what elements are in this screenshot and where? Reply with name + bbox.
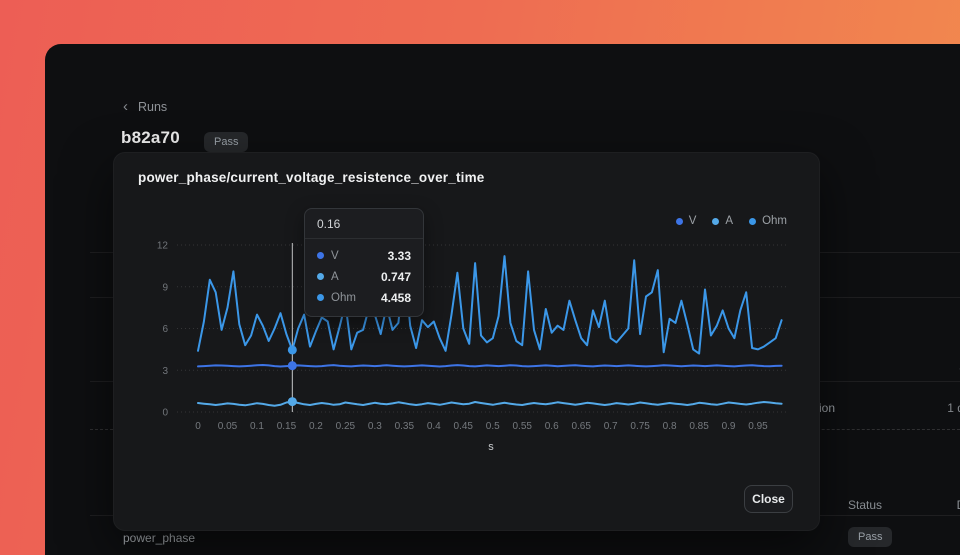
x-tick-label: 0.5 bbox=[486, 421, 500, 432]
duration-cell: 30s bbox=[900, 531, 960, 545]
x-tick-label: 0.35 bbox=[395, 421, 415, 432]
x-tick-label: 0.6 bbox=[545, 421, 559, 432]
legend-item-a[interactable]: A bbox=[712, 215, 733, 227]
legend-item-ohm[interactable]: Ohm bbox=[749, 215, 787, 227]
series-line-a bbox=[197, 400, 783, 407]
status-column-header: Status bbox=[848, 498, 883, 512]
duration-column-header: Duration bbox=[902, 498, 960, 512]
x-tick-label: 0.4 bbox=[427, 421, 441, 432]
x-axis-label: s bbox=[488, 441, 494, 453]
x-tick-label: 0.85 bbox=[689, 421, 709, 432]
tooltip-series-value: 4.458 bbox=[380, 290, 411, 305]
chart-canvas[interactable]: 0 3 6 9 12 0 0.05 0.1 0.15 0.2 0.25 0.3 0.35 0.4 0.45 0… bbox=[144, 213, 804, 458]
x-tick-label: 0 bbox=[195, 421, 201, 432]
tooltip-series-value: 3.33 bbox=[387, 248, 411, 263]
legend-dot-icon bbox=[675, 217, 683, 225]
tooltip-series-label: Ohm bbox=[331, 291, 356, 304]
crosshair-dot-a bbox=[287, 397, 297, 407]
x-tick-label: 0.7 bbox=[604, 421, 618, 432]
app-window: ‹ Runs b82a70 Pass ... Created ion 1 day… bbox=[45, 44, 960, 555]
series-dot-icon bbox=[317, 252, 324, 259]
tooltip-rows: V 3.33 A 0.747 Ohm 4.458 bbox=[305, 239, 423, 316]
y-tick-label: 3 bbox=[162, 366, 168, 377]
status-badge-pass: Pass bbox=[848, 527, 893, 547]
created-column-header: Created bbox=[902, 362, 960, 376]
series-dot-icon bbox=[317, 294, 324, 301]
y-tick-label: 12 bbox=[157, 241, 169, 252]
chevron-left-icon: ‹ bbox=[123, 98, 128, 115]
x-tick-label: 0.15 bbox=[277, 421, 297, 432]
cut-label-fragment: ion bbox=[819, 401, 836, 415]
tooltip-x-value: 0.16 bbox=[305, 209, 423, 239]
chart-legend: V A Ohm bbox=[675, 215, 787, 227]
run-id-title: b82a70 bbox=[121, 128, 180, 147]
breadcrumb-runs[interactable]: ‹ Runs bbox=[123, 98, 168, 115]
tooltip-row: A 0.747 bbox=[317, 266, 411, 287]
y-tick-label: 0 bbox=[162, 408, 168, 419]
chart-area[interactable]: 0 3 6 9 12 0 0.05 0.1 0.15 0.2 0.25 0.3 0.35 0.4 0.45 0… bbox=[144, 213, 804, 458]
series-dot-icon bbox=[317, 273, 324, 280]
legend-item-v[interactable]: V bbox=[675, 215, 697, 227]
series-line-v bbox=[197, 364, 783, 368]
x-tick-label: 0.95 bbox=[748, 421, 768, 432]
legend-dot-icon bbox=[749, 217, 757, 225]
x-tick-label: 0.65 bbox=[571, 421, 591, 432]
y-tick-label: 6 bbox=[162, 324, 168, 335]
crosshair-dot-ohm bbox=[287, 345, 297, 355]
x-tick-label: 0.1 bbox=[250, 421, 264, 432]
x-tick-label: 0.9 bbox=[722, 421, 736, 432]
series-line-ohm bbox=[197, 255, 783, 355]
close-button[interactable]: Close bbox=[744, 485, 793, 513]
x-tick-label: 0.8 bbox=[663, 421, 677, 432]
tooltip-series-label: A bbox=[331, 270, 339, 283]
tooltip-row: Ohm 4.458 bbox=[317, 287, 411, 308]
x-tick-label: 0.45 bbox=[454, 421, 474, 432]
modal-title: power_phase/current_voltage_resistence_o… bbox=[138, 170, 485, 185]
x-tick-label: 0.2 bbox=[309, 421, 323, 432]
chart-tooltip: 0.16 V 3.33 A 0.747 Ohm 4.458 bbox=[304, 208, 424, 317]
run-status-badge: Pass bbox=[204, 132, 249, 152]
chart-modal-dialog: power_phase/current_voltage_resistence_o… bbox=[113, 152, 820, 531]
crosshair-dot-v bbox=[287, 361, 297, 371]
tooltip-row: V 3.33 bbox=[317, 245, 411, 266]
y-tick-label: 9 bbox=[162, 282, 168, 293]
breadcrumb-label: Runs bbox=[138, 100, 168, 114]
created-cell: 1 day ago bbox=[947, 401, 960, 415]
legend-dot-icon bbox=[712, 217, 720, 225]
tooltip-series-value: 0.747 bbox=[380, 269, 411, 284]
legend-label: V bbox=[688, 215, 697, 227]
x-tick-label: 0.05 bbox=[218, 421, 238, 432]
legend-label: Ohm bbox=[762, 215, 787, 227]
legend-label: A bbox=[725, 215, 734, 227]
x-tick-label: 0.55 bbox=[512, 421, 532, 432]
x-tick-label: 0.3 bbox=[368, 421, 382, 432]
row-power-phase-name[interactable]: power_phase bbox=[123, 531, 196, 545]
tooltip-series-label: V bbox=[331, 249, 339, 262]
x-tick-label: 0.25 bbox=[336, 421, 356, 432]
x-tick-label: 0.75 bbox=[630, 421, 650, 432]
